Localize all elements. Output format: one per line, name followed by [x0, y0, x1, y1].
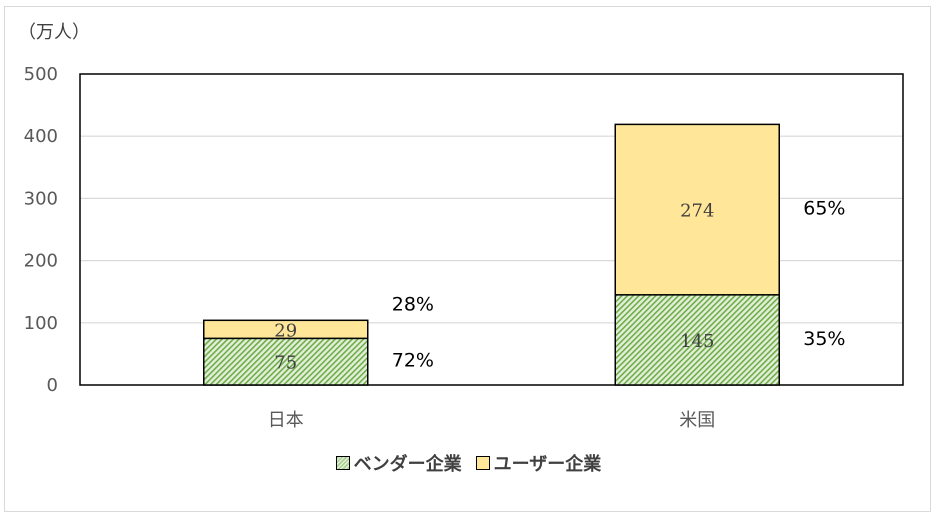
share-label: 65%: [803, 198, 845, 220]
bar-segment: [203, 337, 369, 386]
bar-segment: [614, 123, 780, 296]
y-tick-label: 400: [24, 126, 58, 147]
plot-area-border: [79, 73, 904, 386]
y-tick-label: 500: [24, 64, 58, 85]
y-tick-label: 0: [47, 375, 58, 396]
legend-label-vendor: ベンダー企業: [353, 454, 462, 475]
legend-item-vendor: ベンダー企業: [335, 450, 462, 476]
data-label: 75: [274, 353, 297, 374]
data-label: 29: [274, 320, 297, 341]
share-label: 35%: [803, 328, 845, 350]
y-tick-label: 100: [24, 313, 58, 334]
data-label: 145: [680, 331, 714, 352]
legend-label-user: ユーザー企業: [493, 454, 602, 475]
share-label: 28%: [392, 293, 434, 315]
share-label: 72%: [392, 350, 434, 372]
legend: ベンダー企業 ユーザー企業: [0, 450, 937, 476]
data-label: 274: [680, 201, 714, 222]
bar-segment: [614, 294, 780, 386]
y-axis-unit-label: （万人）: [18, 22, 90, 43]
legend-swatch-user: [475, 456, 490, 470]
legend-item-user: ユーザー企業: [475, 450, 602, 476]
x-category-label: 米国: [679, 410, 715, 431]
y-tick-label: 300: [24, 188, 58, 209]
y-tick-label: 200: [24, 251, 58, 272]
legend-swatch-vendor: [335, 456, 350, 470]
x-category-label: 日本: [268, 410, 304, 431]
bar-segment: [203, 319, 369, 340]
